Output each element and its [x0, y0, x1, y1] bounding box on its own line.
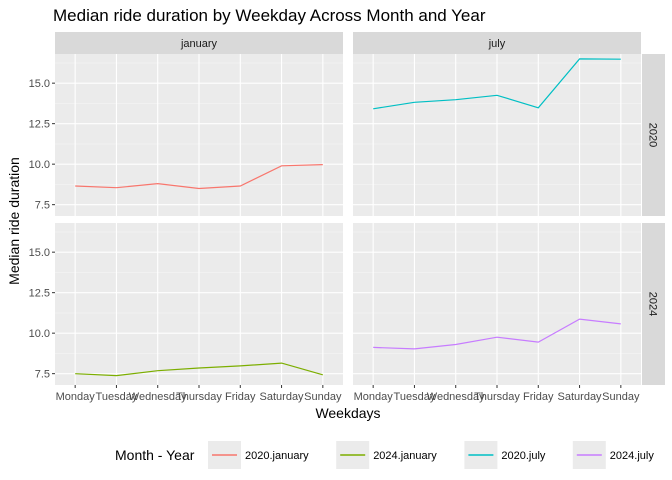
y-tick-label: 12.5	[29, 288, 50, 300]
x-tick-label: Saturday	[558, 391, 603, 403]
x-tick-label: Tuesday	[394, 391, 436, 403]
facet-panels: january july 2020 2024 7.5 10.0 12.5 15.0 7.5 10.…	[29, 32, 665, 403]
series-line-2024.july	[373, 318, 621, 350]
facet-row-label: 2024	[647, 292, 659, 316]
facet-row-strip-2020	[642, 54, 665, 216]
facet-strip-label: january	[180, 38, 218, 50]
x-tick-label: Wednesday	[129, 391, 187, 403]
chart-title: Median ride duration by Weekday Across M…	[53, 6, 486, 25]
x-tick-label: Friday	[523, 391, 554, 403]
x-tick-label: Monday	[56, 391, 96, 403]
facet-strip-july	[353, 32, 641, 54]
x-tick-label: Saturday	[260, 391, 305, 403]
facet-strip-january	[55, 32, 343, 54]
x-tick-label: Sunday	[304, 391, 342, 403]
y-tick-label: 15.0	[29, 78, 50, 90]
x-tick-label: Friday	[225, 391, 256, 403]
legend-entry-2024.july: 2024.july	[572, 441, 655, 469]
y-tick-label: 7.5	[35, 369, 50, 381]
panel-january-2024	[55, 223, 343, 385]
legend-label: 2020.july	[501, 450, 546, 462]
facet-strip-label: july	[488, 38, 506, 50]
x-tick-label: Thursday	[176, 391, 222, 403]
x-axis-title: Weekdays	[315, 405, 380, 421]
y-axis-title: Median ride duration	[6, 157, 22, 285]
legend: Month - Year 2020.january 2024.january 202…	[115, 441, 654, 469]
panel-july-2024	[353, 223, 641, 385]
series-line-2020.january	[75, 164, 323, 190]
legend-label: 2020.january	[245, 450, 309, 462]
panel-january-2020	[55, 54, 343, 216]
legend-title: Month - Year	[115, 447, 195, 463]
legend-entry-2020.january: 2020.january	[208, 441, 309, 469]
facet-row-strip-2024	[642, 223, 665, 385]
legend-label: 2024.january	[373, 450, 437, 462]
series-line-2024.january	[75, 362, 323, 377]
panel-july-2020	[353, 54, 641, 216]
y-tick-label: 12.5	[29, 119, 50, 131]
legend-entry-2020.july: 2020.july	[464, 441, 546, 469]
facet-row-label: 2020	[647, 123, 659, 147]
x-tick-label: Sunday	[602, 391, 640, 403]
x-tick-label: Thursday	[474, 391, 520, 403]
legend-entry-2024.january: 2024.january	[336, 441, 437, 469]
y-tick-label: 10.0	[29, 328, 50, 340]
x-tick-label: Monday	[354, 391, 394, 403]
x-tick-label: Tuesday	[96, 391, 138, 403]
y-tick-label: 10.0	[29, 159, 50, 171]
legend-label: 2024.july	[610, 450, 655, 462]
y-tick-label: 7.5	[35, 200, 50, 212]
series-line-2020.july	[373, 58, 621, 110]
x-tick-label: Wednesday	[427, 391, 485, 403]
y-tick-label: 15.0	[29, 247, 50, 259]
